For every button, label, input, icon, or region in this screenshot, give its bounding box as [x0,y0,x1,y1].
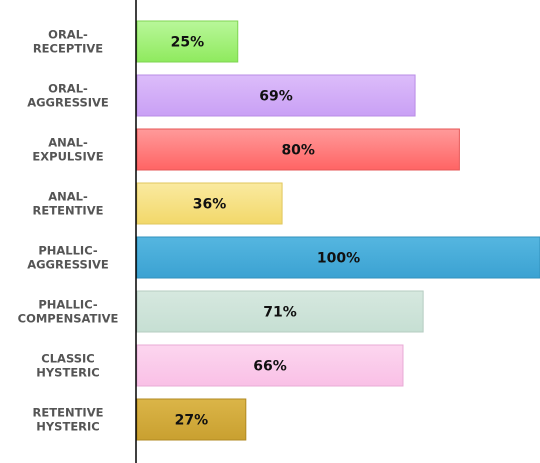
category-label-3: ANAL-RETENTIVE [33,190,104,218]
category-label-7: RETENTIVE HYSTERIC [33,406,104,434]
bar-4 [136,236,540,279]
category-label-0: ORAL-RECEPTIVE [33,28,103,56]
bar-7 [136,398,247,441]
value-label-7: 27% [175,413,209,429]
value-label-1: 69% [259,89,293,105]
bar-6 [136,344,404,387]
value-label-6: 66% [253,359,287,375]
bar-2 [136,128,460,171]
value-label-4: 100% [317,251,360,267]
category-labels-group: ORAL-RECEPTIVE ORAL-AGGRESSIVE ANAL-EXPULS… [18,28,119,434]
value-labels-group: 25% 69% 80% 36% 100% 71% 66% 27% [171,35,361,429]
category-label-6: CLASSIC HYSTERIC [36,352,100,380]
bar-1 [136,74,416,117]
bar-5 [136,290,424,333]
bar-3 [136,182,283,225]
category-label-1: ORAL-AGGRESSIVE [27,82,109,110]
category-label-4: PHALLIC-AGGRESSIVE [27,244,109,272]
value-label-2: 80% [281,143,315,159]
value-label-3: 36% [193,197,227,213]
bar-0 [136,20,239,63]
category-label-2: ANAL-EXPULSIVE [32,136,103,164]
category-label-5: PHALLIC-COMPENSATIVE [18,298,119,326]
value-label-5: 71% [263,305,297,321]
value-label-0: 25% [171,35,205,51]
bars-group [136,20,540,441]
